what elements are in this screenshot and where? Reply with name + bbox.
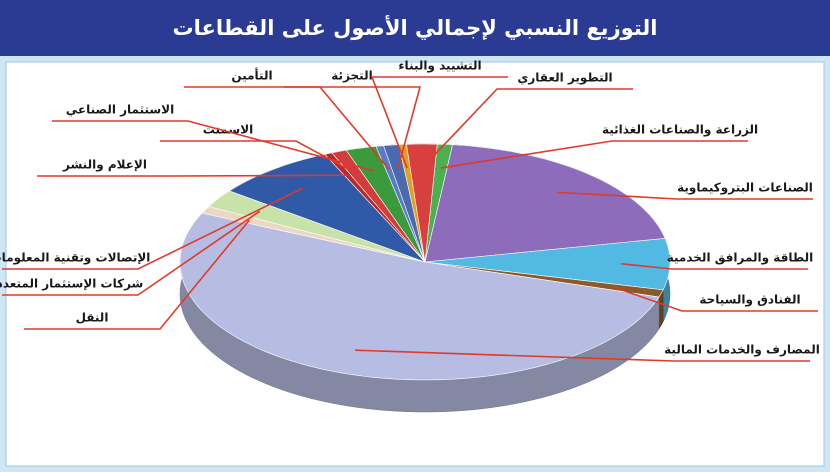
slice bbox=[228, 153, 426, 263]
leader-line bbox=[2, 210, 261, 296]
slice-label: شركات الإستثمار المتعدد bbox=[0, 277, 143, 291]
slice bbox=[406, 143, 438, 263]
slice-label: الطاقة والمرافق الخدمية bbox=[667, 251, 813, 266]
leader-line bbox=[370, 76, 508, 169]
slice-label: الاسمنت bbox=[203, 123, 254, 137]
chart-title: التوزيع النسبي لإجمالي الأصول على القطاع… bbox=[173, 14, 658, 40]
slice-label: المصارف والخدمات المالية bbox=[664, 343, 820, 358]
slice-label: التشييد والبناء bbox=[398, 59, 481, 74]
slice-label: الفنادق والسياحة bbox=[699, 293, 800, 308]
title-bar bbox=[0, 0, 830, 56]
leader-line bbox=[160, 140, 357, 175]
slice bbox=[424, 144, 666, 263]
leader-line bbox=[440, 140, 748, 169]
pie bbox=[179, 143, 671, 413]
leader-line bbox=[355, 349, 810, 362]
slice bbox=[424, 238, 671, 291]
slice-label: التجزئة bbox=[331, 69, 372, 83]
leader-line bbox=[2, 187, 304, 270]
leader-line bbox=[557, 191, 813, 200]
slice-label: النقل bbox=[76, 311, 109, 325]
slice-label: الصناعات البتروكيماوية bbox=[677, 181, 813, 196]
slice-label: التأمين bbox=[231, 68, 272, 83]
slice bbox=[179, 212, 660, 381]
slice-label: الإتصالات وتقنية المعلومات bbox=[0, 251, 150, 266]
leader-line bbox=[284, 86, 422, 169]
leader-line bbox=[24, 219, 250, 330]
leader-line bbox=[620, 262, 808, 270]
labels: الزراعة والصناعات الغذائية الصناعات البتر… bbox=[0, 59, 820, 362]
leader-line bbox=[37, 174, 348, 177]
slice-label: الزراعة والصناعات الغذائية bbox=[602, 123, 758, 138]
leader-line bbox=[52, 120, 375, 172]
leader-line bbox=[613, 286, 818, 312]
slice-label: الإعلام والنشر bbox=[62, 158, 147, 173]
leader-line bbox=[421, 88, 633, 169]
slice-label: التطوير العقاري bbox=[517, 71, 612, 86]
slice-label: الاستثمار الصناعي bbox=[66, 103, 174, 117]
